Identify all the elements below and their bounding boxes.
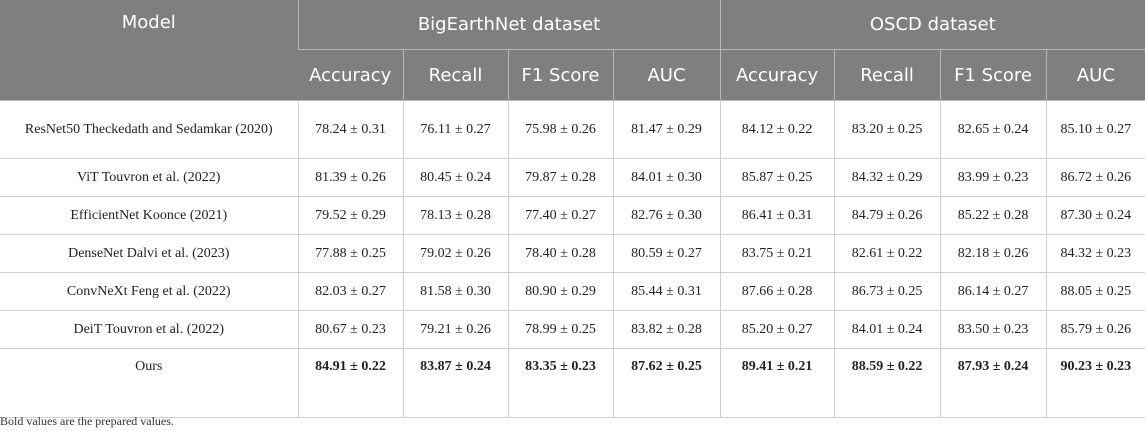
value-cell: 79.02 ± 0.26 <box>402 234 509 273</box>
value-cell: 85.20 ± 0.27 <box>719 310 835 349</box>
table-row: ResNet50 Theckedath and Sedamkar (2020) 7… <box>0 100 1145 159</box>
value-cell: 77.40 ± 0.27 <box>507 196 614 235</box>
value-cell: 87.30 ± 0.24 <box>1045 196 1145 235</box>
value-cell: 78.99 ± 0.25 <box>507 310 614 349</box>
value-cell: 88.05 ± 0.25 <box>1045 272 1145 311</box>
value-cell: 84.01 ± 0.24 <box>833 310 941 349</box>
value-cell: 85.87 ± 0.25 <box>719 158 835 197</box>
value-cell: 82.18 ± 0.26 <box>939 234 1047 273</box>
value-cell: 80.59 ± 0.27 <box>612 234 721 273</box>
value-cell: 81.39 ± 0.26 <box>297 158 404 197</box>
value-cell: 79.52 ± 0.29 <box>297 196 404 235</box>
metric-header: Accuracy <box>719 49 835 101</box>
value-cell: 86.73 ± 0.25 <box>833 272 941 311</box>
value-cell: 86.14 ± 0.27 <box>939 272 1047 311</box>
model-cell: Ours <box>0 348 299 418</box>
header-row: Accuracy Recall F1 Score AUC Accuracy Recall F… <box>0 49 1145 101</box>
table-row: DeiT Touvron et al. (2022) 80.67 ± 0.23 79… <box>0 310 1145 349</box>
table-body: ResNet50 Theckedath and Sedamkar (2020) 7… <box>0 100 1145 418</box>
value-cell: 85.10 ± 0.27 <box>1045 100 1145 159</box>
value-cell: 83.50 ± 0.23 <box>939 310 1047 349</box>
footnote: Bold values are the prepared values. <box>0 414 174 428</box>
value-cell: 77.88 ± 0.25 <box>297 234 404 273</box>
metric-header: F1 Score <box>507 49 613 101</box>
metric-header: F1 Score <box>939 49 1047 101</box>
value-cell: 83.75 ± 0.21 <box>719 234 835 273</box>
metric-header: AUC <box>612 49 721 101</box>
value-cell: 83.99 ± 0.23 <box>939 158 1047 197</box>
value-cell: 78.24 ± 0.31 <box>297 100 404 159</box>
value-cell: 84.12 ± 0.22 <box>719 100 835 159</box>
value-cell: 84.01 ± 0.30 <box>612 158 721 197</box>
value-cell: 87.66 ± 0.28 <box>719 272 835 311</box>
value-cell: 82.76 ± 0.30 <box>612 196 721 235</box>
value-cell: 90.23 ± 0.23 <box>1045 348 1145 418</box>
value-cell: 83.35 ± 0.23 <box>507 348 614 418</box>
value-cell: 85.79 ± 0.26 <box>1045 310 1145 349</box>
value-cell: 86.72 ± 0.26 <box>1045 158 1145 197</box>
metric-header: Accuracy <box>298 49 403 101</box>
results-table: Model BigEarthNet dataset OSCD dataset A… <box>0 0 1145 418</box>
model-cell: ViT Touvron et al. (2022) <box>0 158 299 197</box>
value-cell: 83.20 ± 0.25 <box>833 100 941 159</box>
table-row: DenseNet Dalvi et al. (2023) 77.88 ± 0.25… <box>0 234 1145 273</box>
value-cell: 82.61 ± 0.22 <box>833 234 941 273</box>
group-header: BigEarthNet dataset <box>297 0 721 50</box>
value-cell: 87.62 ± 0.25 <box>612 348 721 418</box>
metric-header: Recall <box>402 49 508 101</box>
value-cell: 79.87 ± 0.28 <box>507 158 614 197</box>
header-row: Model BigEarthNet dataset OSCD dataset <box>0 0 1145 101</box>
model-cell: DeiT Touvron et al. (2022) <box>0 310 299 349</box>
metric-header: AUC <box>1045 49 1145 101</box>
value-cell: 78.13 ± 0.28 <box>402 196 509 235</box>
value-cell: 85.44 ± 0.31 <box>612 272 721 311</box>
value-cell: 75.98 ± 0.26 <box>507 100 614 159</box>
model-cell: ConvNeXt Feng et al. (2022) <box>0 272 299 311</box>
value-cell: 81.58 ± 0.30 <box>402 272 509 311</box>
value-cell: 80.45 ± 0.24 <box>402 158 509 197</box>
value-cell: 85.22 ± 0.28 <box>939 196 1047 235</box>
value-cell: 82.65 ± 0.24 <box>939 100 1047 159</box>
model-cell: ResNet50 Theckedath and Sedamkar (2020) <box>0 100 299 159</box>
value-cell: 80.67 ± 0.23 <box>297 310 404 349</box>
value-cell: 84.32 ± 0.23 <box>1045 234 1145 273</box>
value-cell: 79.21 ± 0.26 <box>402 310 509 349</box>
model-cell: EfficientNet Koonce (2021) <box>0 196 299 235</box>
value-cell: 87.93 ± 0.24 <box>939 348 1047 418</box>
value-cell: 84.91 ± 0.22 <box>297 348 404 418</box>
value-cell: 89.41 ± 0.21 <box>719 348 835 418</box>
table-header: Model BigEarthNet dataset OSCD dataset A… <box>0 0 1145 101</box>
value-cell: 78.40 ± 0.28 <box>507 234 614 273</box>
metric-header: Recall <box>833 49 941 101</box>
table-row: Ours 84.91 ± 0.22 83.87 ± 0.24 83.35 ± 0.23… <box>0 348 1145 418</box>
value-cell: 88.59 ± 0.22 <box>833 348 941 418</box>
table-row: ConvNeXt Feng et al. (2022) 82.03 ± 0.27 8… <box>0 272 1145 311</box>
value-cell: 83.87 ± 0.24 <box>402 348 509 418</box>
value-cell: 82.03 ± 0.27 <box>297 272 404 311</box>
value-cell: 86.41 ± 0.31 <box>719 196 835 235</box>
model-cell: DenseNet Dalvi et al. (2023) <box>0 234 299 273</box>
group-header: OSCD dataset <box>719 0 1145 50</box>
value-cell: 80.90 ± 0.29 <box>507 272 614 311</box>
value-cell: 76.11 ± 0.27 <box>402 100 509 159</box>
table-row: EfficientNet Koonce (2021) 79.52 ± 0.29 78… <box>0 196 1145 235</box>
value-cell: 83.82 ± 0.28 <box>612 310 721 349</box>
table-row: ViT Touvron et al. (2022) 81.39 ± 0.26 80.… <box>0 158 1145 197</box>
value-cell: 81.47 ± 0.29 <box>612 100 721 159</box>
header-cell: Model <box>0 0 298 101</box>
value-cell: 84.32 ± 0.29 <box>833 158 941 197</box>
value-cell: 84.79 ± 0.26 <box>833 196 941 235</box>
